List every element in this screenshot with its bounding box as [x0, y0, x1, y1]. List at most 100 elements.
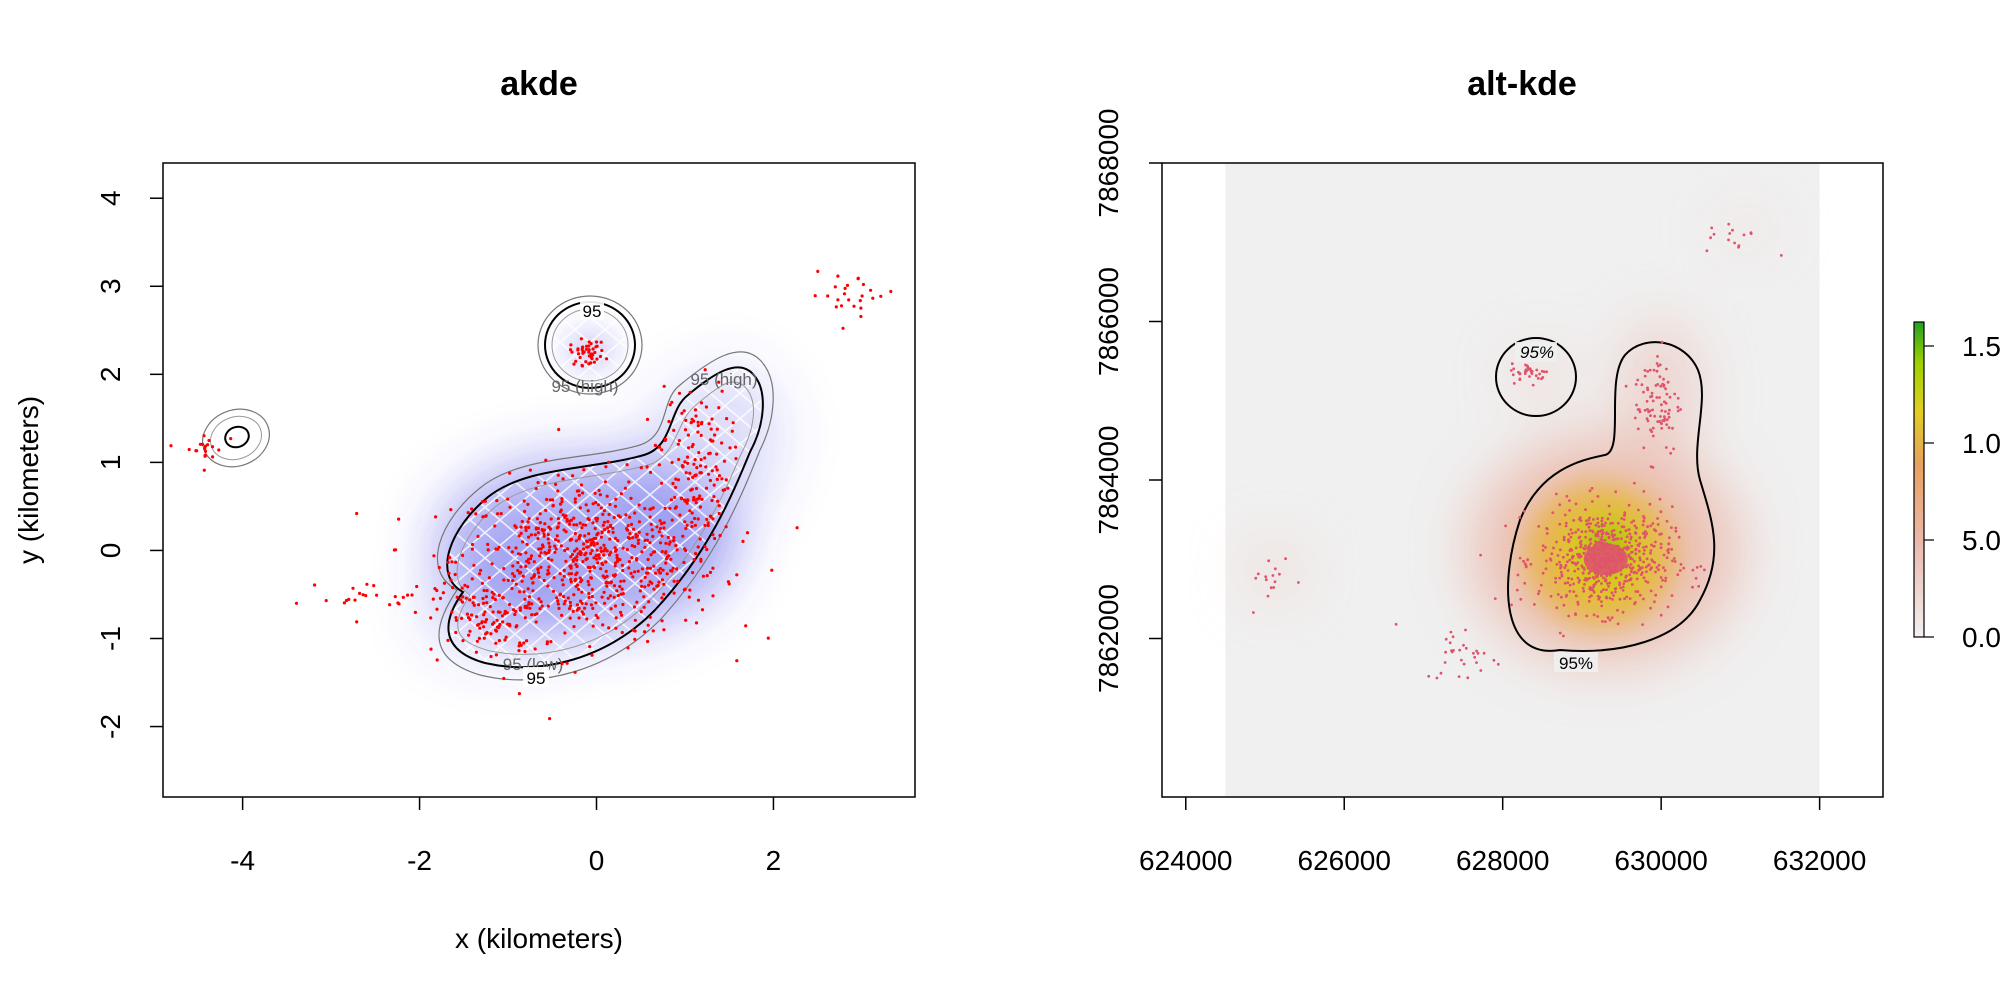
akde-point — [628, 532, 632, 536]
akde-point — [169, 444, 173, 448]
akde-point — [581, 491, 585, 495]
alt-kde-point — [1655, 396, 1659, 399]
akde-contour-labels: 95 95 (high) 95 (high) 95 (low) 95 — [503, 300, 758, 688]
alt-kde-point — [1579, 545, 1582, 549]
akde-point — [478, 572, 482, 576]
akde-point — [546, 557, 551, 561]
akde-point — [451, 586, 455, 590]
akde-point — [614, 616, 618, 620]
alt-kde-point — [1657, 568, 1660, 572]
akde-point — [446, 638, 450, 643]
akde-point — [664, 541, 668, 545]
akde-point — [695, 497, 699, 501]
alt-kde-point — [1584, 508, 1587, 511]
akde-point — [592, 565, 596, 569]
alt-kde-point — [1555, 606, 1559, 610]
alt-kde-point — [1537, 525, 1541, 528]
akde-point — [568, 522, 572, 526]
akde-point — [572, 593, 576, 597]
alt-kde-point — [1560, 574, 1564, 578]
akde-point — [202, 434, 206, 438]
akde-point — [431, 597, 435, 601]
akde-point — [687, 446, 691, 450]
alt-kde-point — [1623, 546, 1626, 550]
akde-point — [636, 541, 640, 546]
alt-kde-point — [1596, 521, 1600, 525]
akde-point — [540, 604, 544, 608]
alt-kde-point — [1658, 396, 1661, 399]
akde-point — [479, 568, 483, 573]
akde-point — [711, 533, 715, 537]
akde-point — [682, 409, 686, 413]
akde-point — [454, 618, 458, 622]
akde-point — [313, 583, 317, 587]
akde-point — [645, 566, 650, 570]
alt-kde-point — [1662, 419, 1666, 423]
alt-kde-point — [1642, 546, 1645, 549]
alt-kde-point — [1655, 369, 1659, 373]
akde-point — [543, 481, 547, 485]
akde-point — [470, 542, 475, 547]
akde-point — [539, 565, 543, 569]
alt-kde-point — [1444, 650, 1447, 654]
akde-point — [530, 602, 534, 606]
alt-kde-point — [1556, 593, 1560, 596]
akde-point — [594, 557, 599, 561]
alt-kde-point — [1630, 521, 1633, 524]
alt-kde-point — [1645, 557, 1649, 561]
akde-point — [720, 389, 724, 393]
akde-point — [601, 523, 605, 527]
akde-point — [432, 554, 436, 558]
akde-point — [728, 446, 732, 450]
akde-point — [551, 498, 555, 502]
akde-point — [484, 618, 489, 622]
akde-point — [203, 447, 207, 451]
alt-kde-point — [1653, 414, 1657, 418]
akde-point — [605, 494, 609, 498]
akde-point — [639, 579, 643, 583]
akde-point — [595, 548, 599, 552]
alt-kde-point — [1646, 419, 1650, 423]
alt-kde-point — [1585, 614, 1589, 618]
colorbar-gradient — [1913, 321, 1925, 638]
akde-point — [324, 599, 328, 603]
akde-point — [556, 602, 560, 606]
alt-kde-point — [1665, 423, 1669, 426]
alt-kde-point — [1649, 524, 1653, 528]
alt-kde-point — [1574, 546, 1578, 550]
akde-point — [688, 509, 692, 513]
alt-kde-point — [1462, 662, 1466, 666]
akde-point — [480, 581, 485, 585]
alt-kde-point — [1634, 383, 1638, 386]
alt-kde-point — [1273, 580, 1277, 584]
akde-point — [581, 351, 585, 355]
akde-point — [482, 588, 486, 593]
alt-kde-point — [1662, 377, 1665, 381]
akde-y-tick-label: -1 — [95, 626, 126, 651]
akde-point — [595, 542, 599, 546]
akde-point — [520, 519, 524, 524]
akde-point — [550, 558, 554, 562]
alt-kde-point — [1659, 585, 1663, 589]
akde-point — [585, 617, 589, 621]
akde-point — [602, 590, 606, 594]
akde-point — [665, 572, 669, 576]
akde-point — [547, 541, 551, 545]
alt-kde-point — [1660, 340, 1664, 344]
akde-point — [689, 421, 693, 425]
alt-kde-y-axis: 7862000 7864000 7866000 7868000 — [1093, 108, 1162, 693]
akde-point — [565, 661, 569, 665]
akde-y-tick-label: 3 — [95, 278, 126, 294]
akde-point — [696, 517, 700, 521]
akde-point — [415, 584, 419, 589]
akde-point — [624, 513, 628, 517]
akde-point — [608, 537, 612, 541]
akde-point — [466, 585, 470, 589]
alt-kde-point — [1559, 566, 1562, 570]
akde-point — [861, 282, 866, 287]
akde-point — [631, 575, 635, 579]
alt-kde-point — [1592, 583, 1596, 587]
alt-kde-point — [1566, 553, 1569, 557]
alt-kde-point — [1605, 596, 1608, 600]
akde-point — [605, 584, 609, 588]
